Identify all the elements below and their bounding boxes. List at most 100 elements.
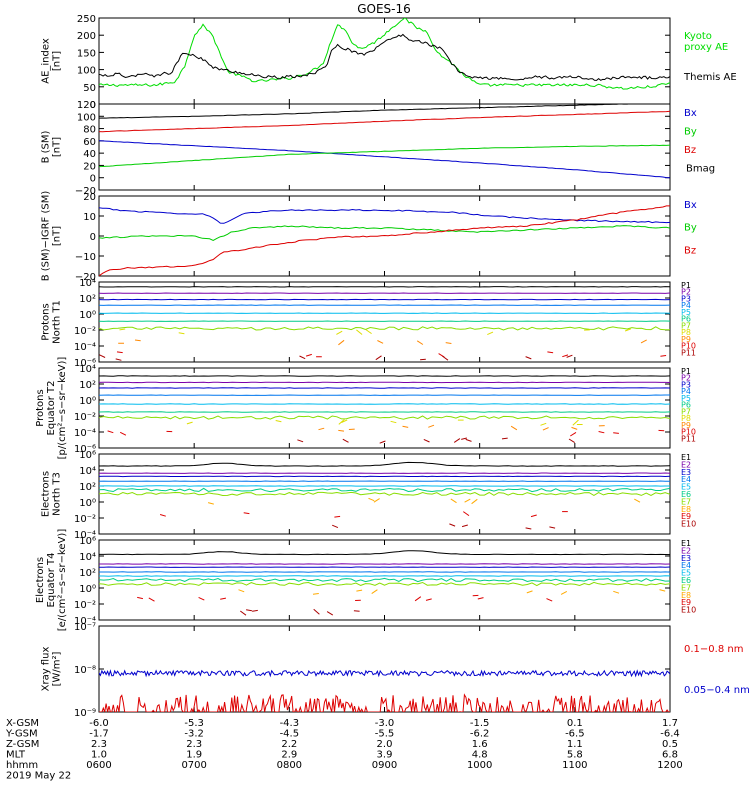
y-tick-label: 200 bbox=[77, 31, 96, 42]
channel-segment-p8 bbox=[187, 422, 193, 424]
y-axis-label: [p/(cm²−s−sr−keV)] bbox=[57, 357, 68, 460]
axis-row-label: hhmm bbox=[6, 760, 38, 771]
channel-label-e10: E10 bbox=[681, 606, 696, 615]
axis-row-value: 2.9 bbox=[281, 750, 297, 761]
channel-segment-p10 bbox=[599, 432, 605, 433]
channel-segment-p11 bbox=[420, 359, 426, 360]
axis-row-value: 2.3 bbox=[186, 739, 202, 750]
channel-segment-e8 bbox=[313, 594, 319, 595]
series-line-by bbox=[99, 226, 670, 241]
channel-segment-p9 bbox=[428, 425, 434, 427]
channel-segment-p10 bbox=[117, 352, 123, 353]
y-axis-label: [nT] bbox=[52, 226, 63, 246]
channel-segment-p11 bbox=[380, 441, 386, 443]
y-tick-label: 10⁶ bbox=[79, 536, 96, 547]
channel-segment-p11 bbox=[442, 356, 448, 360]
channel-segment-e9 bbox=[531, 515, 537, 517]
panel-frame bbox=[99, 282, 670, 362]
channel-segment-e10 bbox=[240, 611, 246, 615]
axis-row-label: MLT bbox=[6, 750, 26, 761]
channel-segment-p9 bbox=[403, 426, 409, 427]
channel-label-e10: E10 bbox=[681, 520, 696, 529]
channel-segment-e9 bbox=[160, 515, 166, 517]
y-axis-label: North T3 bbox=[52, 472, 63, 516]
y-tick-label: 20 bbox=[83, 192, 96, 203]
channel-segment-e9 bbox=[334, 516, 340, 517]
channel-label-p11: P11 bbox=[681, 348, 696, 357]
channel-segment-p10 bbox=[120, 432, 126, 435]
series-line-bz bbox=[99, 206, 670, 276]
axis-row-value: -4.5 bbox=[280, 729, 300, 740]
y-tick-label: 10² bbox=[79, 294, 96, 305]
channel-segment-e8 bbox=[660, 590, 666, 592]
axis-row-value: 2.2 bbox=[281, 739, 297, 750]
channel-segment-e10 bbox=[246, 610, 252, 611]
channel-segment-p10 bbox=[108, 431, 114, 433]
channel-line-e1 bbox=[99, 551, 670, 555]
y-axis-label: North T1 bbox=[52, 300, 63, 344]
channel-segment-p9 bbox=[338, 340, 344, 345]
channel-segment-p10 bbox=[660, 356, 666, 357]
axis-row-value: 1.1 bbox=[567, 739, 583, 750]
channel-label-p11: P11 bbox=[681, 434, 696, 443]
axis-row-value: -4.3 bbox=[280, 718, 300, 729]
y-axis-label: Protons bbox=[35, 389, 46, 426]
channel-segment-p11 bbox=[466, 439, 472, 441]
channel-segment-e9 bbox=[478, 598, 484, 599]
channel-line-e6 bbox=[99, 488, 670, 491]
series-line-bx bbox=[99, 208, 670, 224]
channel-segment-p11 bbox=[297, 440, 303, 442]
channel-segment-p8 bbox=[366, 330, 372, 334]
y-tick-label: 10⁻⁷ bbox=[74, 622, 96, 633]
channel-segment-e8 bbox=[472, 499, 478, 503]
channel-segment-e8 bbox=[356, 590, 362, 591]
plot-date: 2019 May 22 bbox=[6, 771, 71, 782]
data-area bbox=[99, 551, 670, 616]
channel-segment-p10 bbox=[547, 352, 553, 353]
panel-frame bbox=[99, 540, 670, 620]
data-area bbox=[99, 287, 670, 361]
channel-segment-p10 bbox=[570, 432, 576, 436]
y-tick-label: 10⁴ bbox=[79, 364, 96, 375]
channel-segment-p10 bbox=[613, 433, 619, 434]
channel-segment-p9 bbox=[543, 428, 549, 431]
y-tick-label: 10⁻² bbox=[74, 600, 96, 611]
channel-segment-e10 bbox=[332, 525, 338, 527]
series-line-xray-short bbox=[99, 671, 670, 676]
channel-line-e1 bbox=[99, 462, 670, 466]
channel-segment-p9 bbox=[135, 340, 141, 341]
axis-row-value: 1000 bbox=[467, 760, 492, 771]
axis-row-value: 2.0 bbox=[377, 739, 393, 750]
channel-segment-e10 bbox=[549, 527, 555, 528]
channel-segment-p9 bbox=[641, 340, 647, 343]
axis-row-value: 1.6 bbox=[472, 739, 488, 750]
channel-segment-p8 bbox=[541, 423, 547, 425]
channel-segment-e9 bbox=[137, 597, 143, 598]
channel-segment-p8 bbox=[391, 421, 397, 422]
y-tick-label: 10⁻⁸ bbox=[74, 665, 96, 676]
y-tick-label: 100 bbox=[77, 66, 96, 77]
legend-entry: Kyoto bbox=[684, 31, 712, 42]
panel-frame bbox=[99, 626, 670, 712]
axis-row-value: -1.5 bbox=[470, 718, 490, 729]
channel-segment-e10 bbox=[462, 525, 468, 527]
channel-segment-e9 bbox=[244, 513, 250, 514]
y-axis-label: AE_index bbox=[41, 38, 52, 84]
y-tick-label: 80 bbox=[83, 125, 96, 136]
y-tick-label: 150 bbox=[77, 48, 96, 59]
legend-entry: Bz bbox=[684, 145, 696, 156]
panel-frame bbox=[99, 368, 670, 448]
y-tick-label: 40 bbox=[83, 149, 96, 160]
channel-segment-p9 bbox=[377, 341, 383, 344]
axis-row-value: 6.8 bbox=[662, 750, 678, 761]
axis-row-value: 0600 bbox=[86, 760, 111, 771]
channel-segment-p10 bbox=[562, 355, 568, 357]
channel-segment-p11 bbox=[116, 359, 122, 360]
axis-row-value: 0900 bbox=[372, 760, 397, 771]
channel-segment-p11 bbox=[526, 357, 532, 359]
